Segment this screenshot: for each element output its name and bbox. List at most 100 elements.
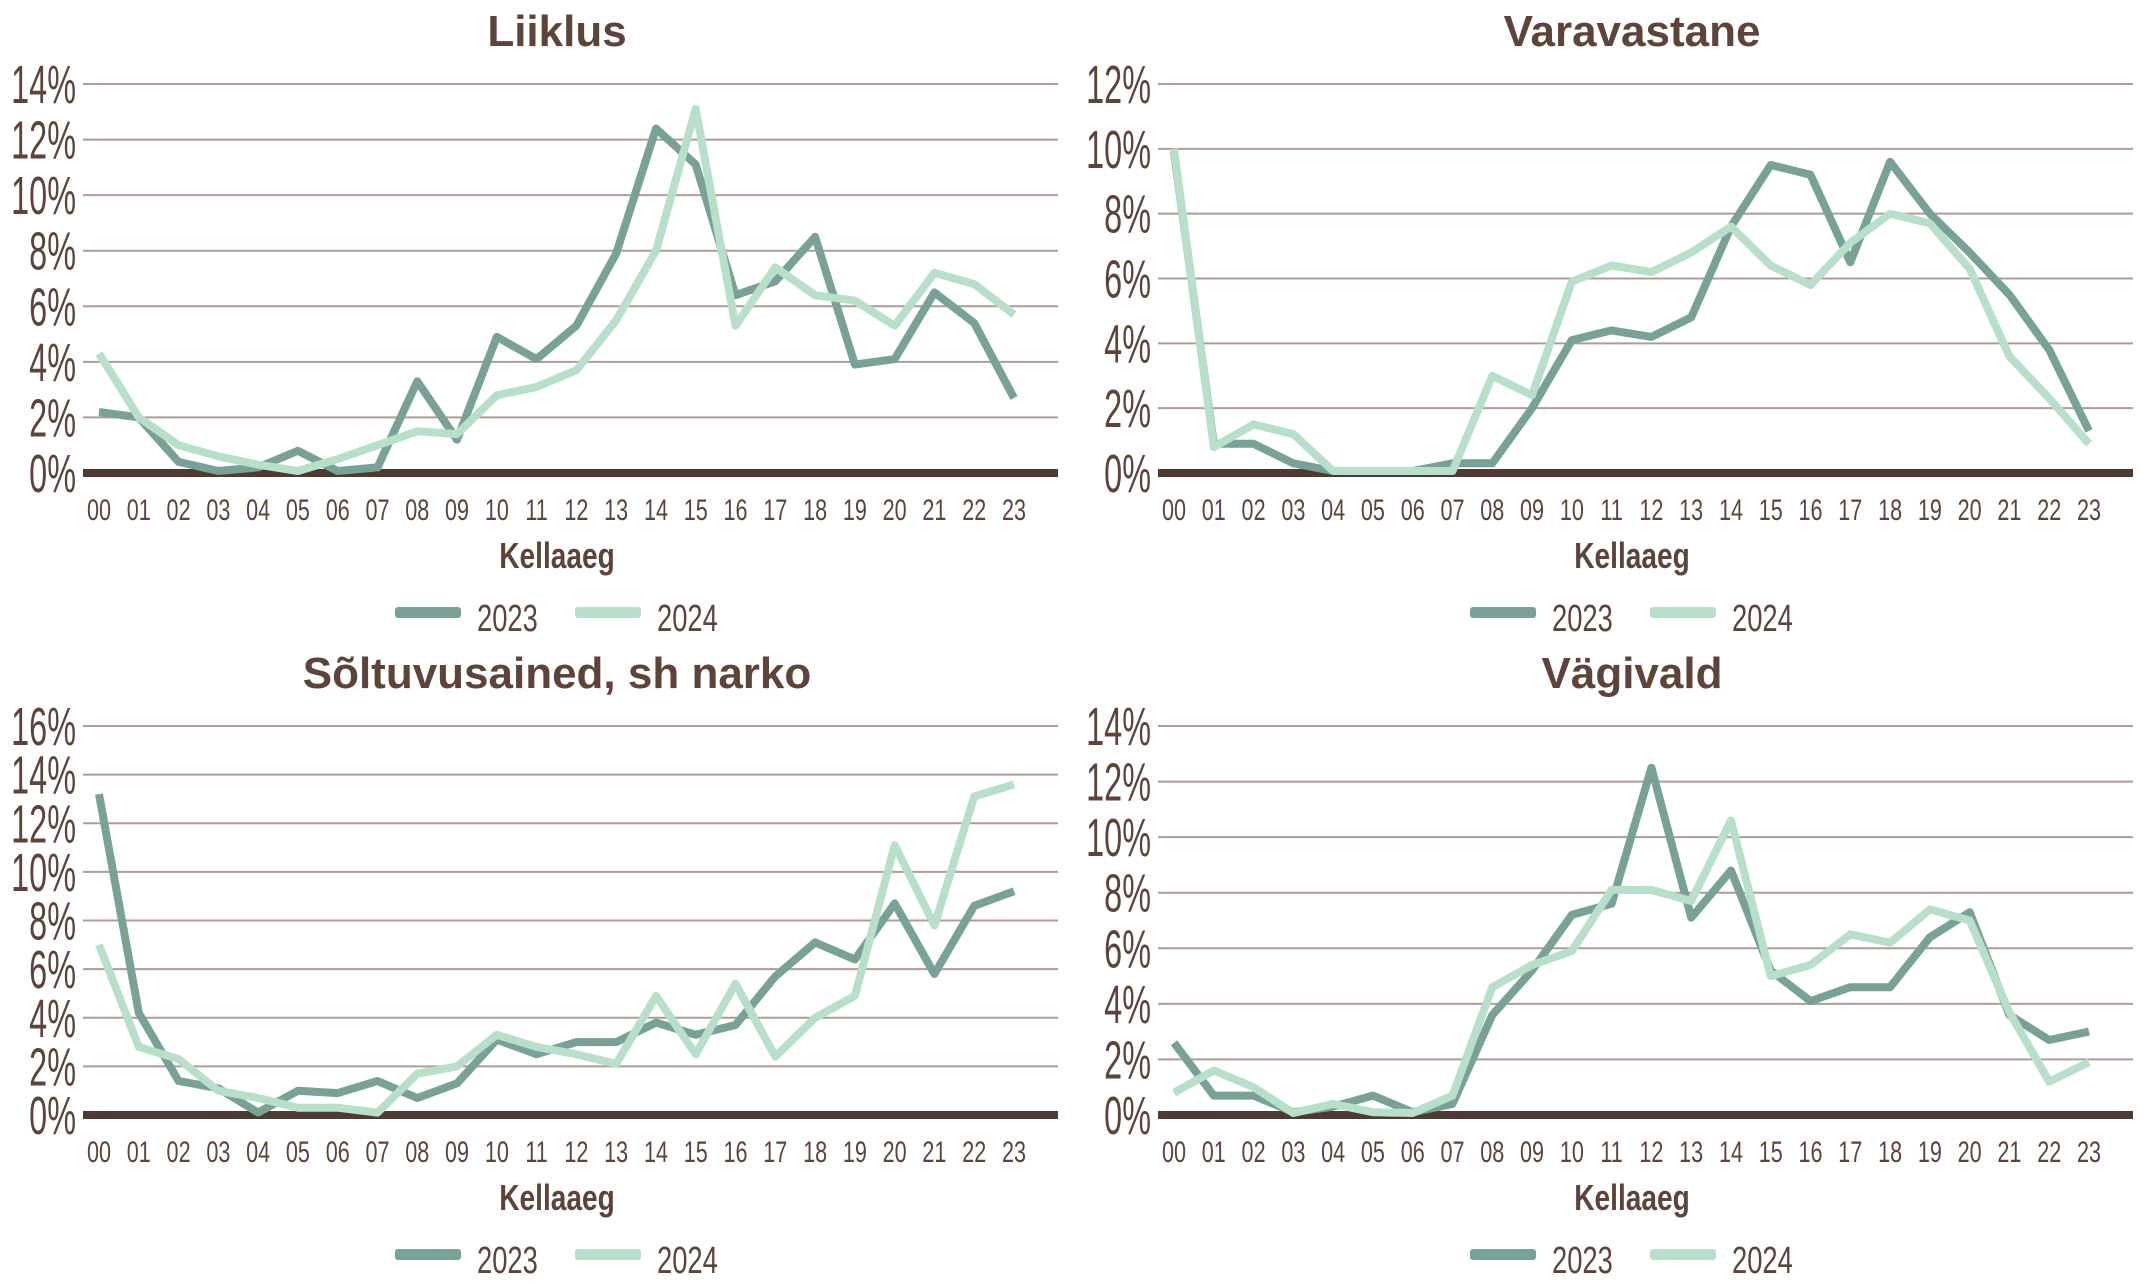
x-tick-label: 06 [326,1134,350,1168]
x-tick-label: 21 [1997,492,2021,526]
x-tick-label: 17 [763,1134,787,1168]
chart-title: Liiklus [487,7,626,56]
y-tick-label: 8% [1104,185,1151,244]
plot-area: 0% 2% 4% 6% 8%10% 12% 00 01 02 03 04 05 06 07 08 09 10 11… [1086,56,2133,527]
legend-swatch-2023 [395,1249,461,1260]
y-tick-label: 14% [1086,698,1151,757]
y-tick-label: 6% [1104,920,1151,979]
x-tick-label: 12 [564,1134,588,1168]
x-tick-label: 03 [1281,1134,1305,1168]
y-tick-label: 6% [29,278,76,337]
legend-label-2023: 2023 [477,1240,538,1282]
x-tick-label: 00 [1162,492,1186,526]
legend-label-2023: 2023 [1552,598,1613,640]
x-tick-label: 00 [87,492,111,526]
legend-label-2023: 2023 [1552,1240,1613,1282]
x-tick-label: 05 [1361,1134,1385,1168]
x-tick-label: 23 [1002,492,1026,526]
x-tick-label: 16 [724,492,748,526]
x-axis-title: Kellaaeg [1574,1178,1689,1218]
x-tick-label: 12 [1639,492,1663,526]
series-line-2024 [95,780,1016,1117]
x-tick-label: 06 [326,492,350,526]
x-tick-label: 17 [763,492,787,526]
y-tick-label: 6% [29,941,76,1000]
x-tick-label: 09 [445,1134,469,1168]
legend-swatch-2024 [575,607,641,618]
series-line-2023 [1170,763,2090,1117]
x-tick-label: 03 [206,1134,230,1168]
x-tick-label: 18 [1878,492,1902,526]
y-tick-label: 12% [11,111,76,170]
y-tick-label: 10% [1086,121,1151,180]
x-tick-label: 12 [564,492,588,526]
y-tick-label: 2% [29,1038,76,1097]
y-tick-label: 14% [11,746,76,805]
x-tick-label: 08 [1480,1134,1504,1168]
x-tick-label: 15 [1759,492,1783,526]
y-tick-label: 8% [1104,864,1151,923]
legend-label-2024: 2024 [1732,598,1793,640]
x-tick-label: 23 [2077,492,2101,526]
legend-swatch-2023 [1470,607,1536,618]
x-tick-label: 08 [1480,492,1504,526]
x-tick-label: 13 [1679,492,1703,526]
y-tick-label: 2% [29,389,76,448]
x-tick-label: 09 [1520,492,1544,526]
x-tick-label: 01 [1202,1134,1226,1168]
x-tick-label: 08 [405,1134,429,1168]
x-tick-label: 16 [724,1134,748,1168]
x-tick-label: 14 [1719,1134,1743,1168]
x-tick-label: 03 [206,492,230,526]
x-tick-label: 21 [922,492,946,526]
chart-title: Sõltuvusained, sh narko [303,649,812,698]
y-tick-label: 12% [1086,56,1151,115]
x-tick-label: 17 [1838,1134,1862,1168]
x-tick-label: 01 [1202,492,1226,526]
x-tick-label: 13 [604,1134,628,1168]
x-tick-label: 23 [1002,1134,1026,1168]
x-tick-label: 21 [1997,1134,2021,1168]
x-tick-label: 07 [1440,1134,1464,1168]
x-tick-label: 07 [365,492,389,526]
x-tick-label: 23 [2077,1134,2101,1168]
y-tick-label: 6% [1104,250,1151,309]
x-tick-label: 22 [962,1134,986,1168]
x-tick-label: 10 [1560,492,1584,526]
legend-label-2024: 2024 [657,598,718,640]
x-tick-label: 09 [445,492,469,526]
legend-swatch-2023 [395,607,461,618]
x-tick-label: 22 [2037,492,2061,526]
x-tick-label: 04 [1321,1134,1345,1168]
chart-title: Varavastane [1504,7,1761,56]
x-tick-label: 20 [1958,492,1982,526]
legend: 2023 2024 [395,598,718,640]
chart-cell-vagivald: Vägivald 0% 2% 4% 6% 8% 10% 12% 14% 00 01 02 03 04 05… [1075,642,2150,1284]
legend: 2023 2024 [395,1240,718,1282]
series-line-2023 [1170,151,2093,475]
x-tick-label: 20 [883,492,907,526]
x-tick-label: 06 [1401,1134,1425,1168]
legend: 2023 2024 [1470,1240,1793,1282]
legend-swatch-2024 [1650,607,1716,618]
x-tick-label: 13 [604,492,628,526]
y-tick-label: 4% [29,334,76,393]
x-axis-title: Kellaaeg [499,536,614,576]
x-tick-label: 07 [365,1134,389,1168]
y-tick-label: 14% [11,56,76,115]
y-tick-label: 0% [29,445,76,504]
x-tick-label: 01 [127,1134,151,1168]
series-line-2024 [95,105,1017,475]
x-tick-label: 00 [87,1134,111,1168]
line-chart-vagivald: Vägivald 0%2%4%6%8%10%12%14% 00 01 02 03 04 05… [1086,649,2133,1282]
line-chart-varavastane: Varavastane 0% 2% 4% 6% 8%10% 12% 00 01 02 03 04 05… [1086,7,2133,640]
chart-title: Vägivald [1542,649,1723,698]
x-tick-label: 11 [525,492,547,526]
x-tick-label: 02 [167,1134,191,1168]
y-tick-label: 12% [1086,753,1151,812]
series-line-2024 [1172,816,2091,1117]
x-tick-label: 13 [1679,1134,1703,1168]
x-tick-label: 16 [1799,492,1823,526]
series-line-2023 [95,793,1016,1117]
x-tick-label: 09 [1520,1134,1544,1168]
